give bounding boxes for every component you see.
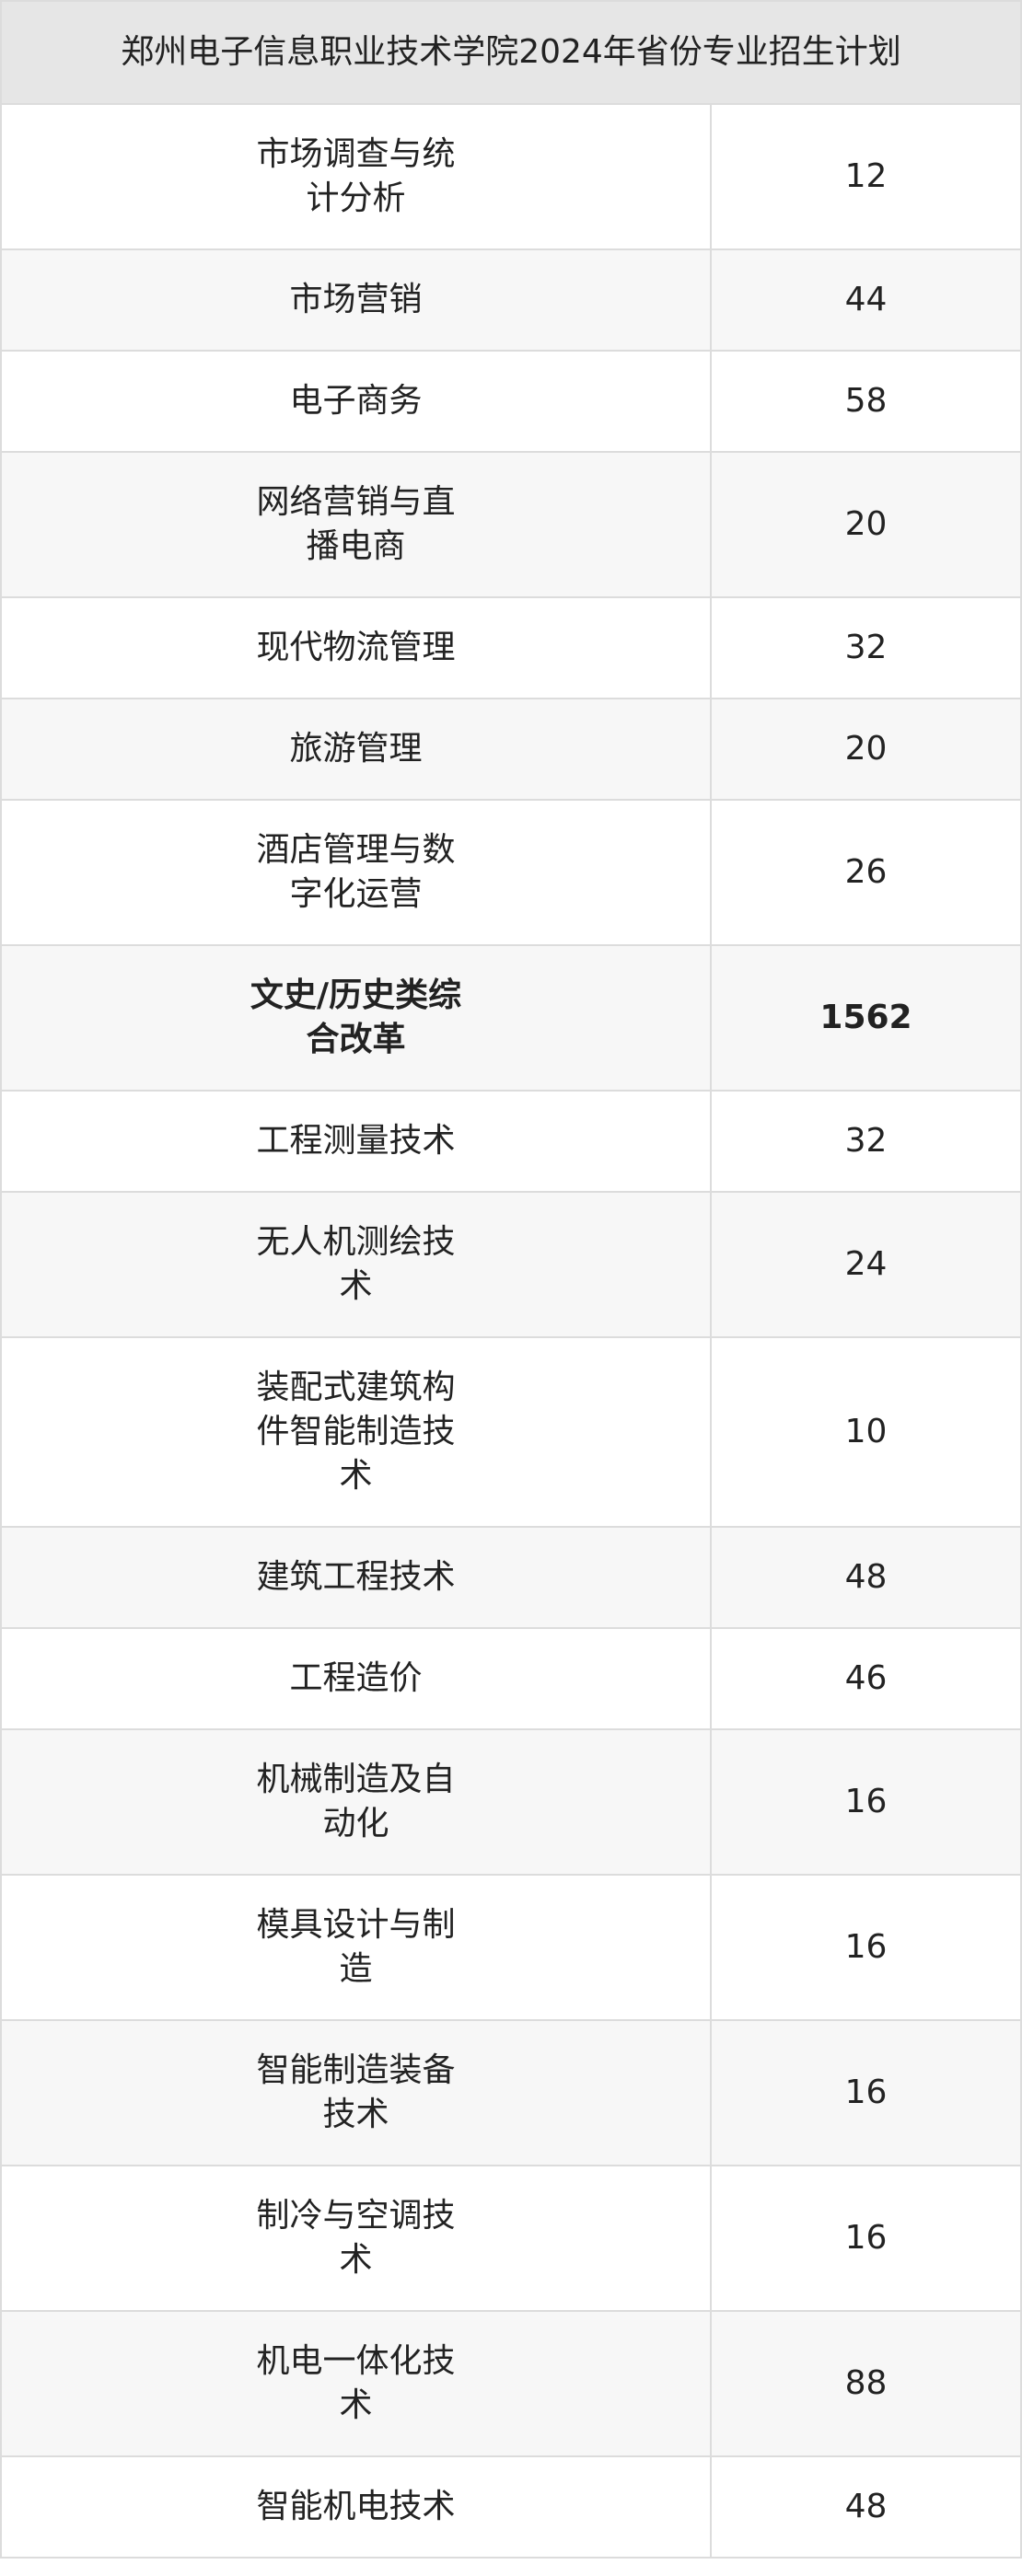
table-row: 电子商务 58 (0, 350, 1022, 453)
table-row: 网络营销与直播电商 20 (0, 451, 1022, 598)
table-row-subtotal: 文史/历史类综合改革 1562 (0, 944, 1022, 1092)
table-row: 建筑工程技术 48 (0, 1526, 1022, 1629)
enrollment-count-cell: 16 (710, 1728, 1022, 1876)
enrollment-count-cell: 16 (710, 1874, 1022, 2021)
major-name-cell: 智能制造装备技术 (0, 2019, 712, 2166)
major-name-cell: 市场调查与统计分析 (0, 103, 712, 250)
enrollment-count-cell: 48 (710, 2455, 1022, 2559)
table-row: 无人机测绘技术 24 (0, 1191, 1022, 1338)
table-row: 机电一体化技术 88 (0, 2310, 1022, 2457)
table-row: 旅游管理 20 (0, 698, 1022, 801)
major-name-cell: 制冷与空调技术 (0, 2165, 712, 2312)
table-row: 机械制造及自动化 16 (0, 1728, 1022, 1876)
major-name-cell: 电子商务 (0, 350, 712, 453)
enrollment-count-cell: 20 (710, 451, 1022, 598)
major-name-cell: 无人机测绘技术 (0, 1191, 712, 1338)
table-row: 装配式建筑构件智能制造技术 10 (0, 1336, 1022, 1528)
enrollment-count-cell: 32 (710, 596, 1022, 699)
enrollment-count-cell: 32 (710, 1090, 1022, 1193)
major-name-cell: 现代物流管理 (0, 596, 712, 699)
major-name-cell: 工程测量技术 (0, 1090, 712, 1193)
table-row: 现代物流管理 32 (0, 596, 1022, 699)
major-name-cell: 市场营销 (0, 248, 712, 352)
enrollment-count-cell: 58 (710, 350, 1022, 453)
table-row: 工程造价 46 (0, 1627, 1022, 1730)
major-name-cell: 装配式建筑构件智能制造技术 (0, 1336, 712, 1528)
enrollment-count-cell: 16 (710, 2165, 1022, 2312)
major-name-cell: 机械制造及自动化 (0, 1728, 712, 1876)
enrollment-count-cell: 16 (710, 2019, 1022, 2166)
enrollment-count-cell: 10 (710, 1336, 1022, 1528)
table-row: 智能制造装备技术 16 (0, 2019, 1022, 2166)
enrollment-count-cell: 88 (710, 2310, 1022, 2457)
enrollment-count-cell: 20 (710, 698, 1022, 801)
major-name-cell: 智能机电技术 (0, 2455, 712, 2559)
table-row: 酒店管理与数字化运营 26 (0, 799, 1022, 946)
enrollment-count-cell: 44 (710, 248, 1022, 352)
table-row: 市场营销 44 (0, 248, 1022, 352)
table-title: 郑州电子信息职业技术学院2024年省份专业招生计划 (0, 0, 1022, 105)
major-name-cell: 模具设计与制造 (0, 1874, 712, 2021)
major-name-cell: 网络营销与直播电商 (0, 451, 712, 598)
enrollment-count-cell: 48 (710, 1526, 1022, 1629)
major-name-cell: 旅游管理 (0, 698, 712, 801)
major-name-cell: 文史/历史类综合改革 (0, 944, 712, 1092)
enrollment-count-cell: 26 (710, 799, 1022, 946)
enrollment-count-cell: 24 (710, 1191, 1022, 1338)
table-row: 工程测量技术 32 (0, 1090, 1022, 1193)
table-row: 制冷与空调技术 16 (0, 2165, 1022, 2312)
enrollment-count-cell: 46 (710, 1627, 1022, 1730)
major-name-cell: 建筑工程技术 (0, 1526, 712, 1629)
major-name-cell: 酒店管理与数字化运营 (0, 799, 712, 946)
table-row: 智能机电技术 48 (0, 2455, 1022, 2559)
enrollment-count-cell: 1562 (710, 944, 1022, 1092)
table-row: 模具设计与制造 16 (0, 1874, 1022, 2021)
table-row: 市场调查与统计分析 12 (0, 103, 1022, 250)
table-header-row: 郑州电子信息职业技术学院2024年省份专业招生计划 (0, 0, 1022, 105)
major-name-cell: 机电一体化技术 (0, 2310, 712, 2457)
enrollment-count-cell: 12 (710, 103, 1022, 250)
major-name-cell: 工程造价 (0, 1627, 712, 1730)
